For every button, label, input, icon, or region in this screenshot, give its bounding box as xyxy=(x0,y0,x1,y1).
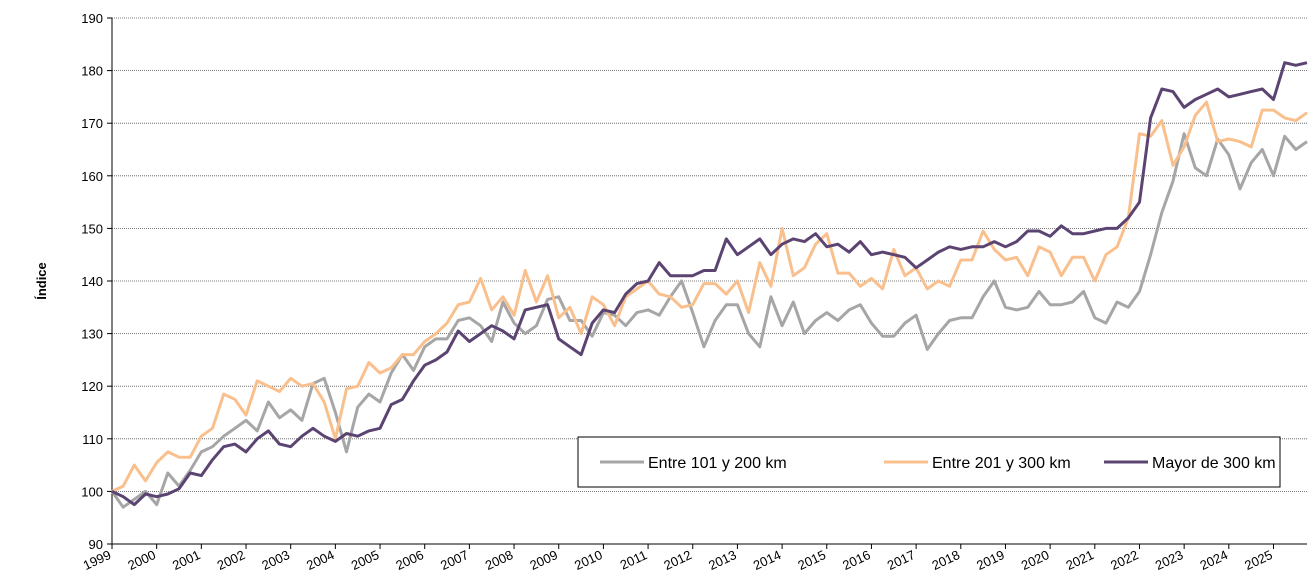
series-line xyxy=(111,100,1308,493)
y-tick-label: 110 xyxy=(82,432,103,447)
legend-label: Mayor de 300 km xyxy=(1152,455,1276,472)
y-tick-label: 140 xyxy=(81,274,103,289)
x-tick-label: 2022 xyxy=(1108,547,1141,573)
x-tick-label: 2024 xyxy=(1198,547,1231,573)
x-tick-label: 2000 xyxy=(125,547,158,573)
x-tick-label: 2016 xyxy=(840,547,873,573)
x-tick-label: 2020 xyxy=(1019,547,1052,573)
x-tick-label: 2007 xyxy=(438,547,471,573)
x-tick-label: 2009 xyxy=(527,547,560,573)
legend-label: Entre 101 y 200 km xyxy=(648,455,787,472)
x-tick-label: 2021 xyxy=(1064,547,1097,573)
legend-box xyxy=(577,436,1281,488)
y-axis-label: Índice xyxy=(34,262,49,300)
x-tick-label: 2025 xyxy=(1242,547,1275,573)
x-tick-label: 2003 xyxy=(259,547,292,573)
y-tick-label: 90 xyxy=(89,537,103,552)
x-tick-label: 2008 xyxy=(483,547,516,573)
x-tick-label: 2014 xyxy=(751,547,784,573)
x-tick-label: 2023 xyxy=(1153,547,1186,573)
legend: Entre 101 y 200 km Entre 201 y 300 km Mayo… xyxy=(577,436,1281,488)
y-tick-label: 120 xyxy=(81,379,103,394)
x-tick-label: 2012 xyxy=(661,547,694,573)
x-tick-label: 1999 xyxy=(81,547,114,573)
x-tick-label: 2018 xyxy=(930,547,963,573)
series-line xyxy=(111,61,1308,507)
y-tick-label: 170 xyxy=(81,116,103,131)
y-tick-label: 100 xyxy=(81,484,103,499)
x-tick-label: 2005 xyxy=(349,547,382,573)
x-tick-label: 2001 xyxy=(170,547,203,573)
x-tick-label: 2019 xyxy=(974,547,1007,573)
x-tick-label: 2002 xyxy=(215,547,248,573)
x-tick-label: 2010 xyxy=(572,547,605,573)
x-tick-label: 2013 xyxy=(706,547,739,573)
x-tick-label: 2006 xyxy=(393,547,426,573)
legend-label: Entre 201 y 300 km xyxy=(932,455,1071,472)
y-tick-label: 160 xyxy=(81,169,103,184)
x-tick-label: 2015 xyxy=(795,547,828,573)
x-tick-label: 2017 xyxy=(885,547,918,573)
y-tick-label: 180 xyxy=(81,64,103,79)
y-tick-label: 190 xyxy=(81,11,103,26)
x-tick-label: 2004 xyxy=(304,547,337,573)
y-tick-label: 130 xyxy=(81,327,103,342)
y-tick-label: 150 xyxy=(81,221,103,236)
x-tick-label: 2011 xyxy=(618,547,650,572)
series-line xyxy=(110,132,1308,509)
